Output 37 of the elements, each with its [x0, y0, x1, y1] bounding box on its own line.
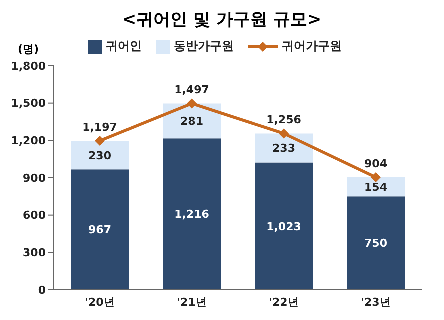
y-tick-label: 900	[23, 172, 46, 185]
data-label: 1,023	[266, 220, 302, 234]
bar	[163, 138, 221, 290]
x-tick-label: '20년	[85, 296, 115, 309]
data-label: 750	[364, 237, 388, 250]
point	[371, 172, 381, 182]
data-label: 904	[364, 158, 388, 170]
bar	[347, 196, 405, 290]
bar	[71, 141, 129, 170]
y-axis-title: (명)	[18, 42, 40, 57]
data-label: 281	[180, 115, 204, 128]
x-tick-label: '22년	[269, 296, 299, 309]
x-tick-label: '23년	[361, 296, 391, 309]
data-label: 154	[364, 180, 388, 194]
y-tick-label: 300	[23, 246, 46, 260]
y-tick-label: 600	[23, 209, 46, 222]
legend-label: 동반가구원	[173, 38, 234, 55]
x-tick-label: '21년	[177, 296, 207, 309]
point	[95, 136, 105, 146]
y-tick-label: 0	[38, 284, 46, 297]
data-label: 1,216	[174, 208, 210, 222]
data-label: 230	[88, 149, 112, 162]
y-tick-label: 1,800	[11, 60, 46, 73]
data-label: 233	[272, 142, 296, 156]
point	[279, 128, 289, 139]
data-label: 1,197	[82, 121, 118, 134]
point	[187, 98, 197, 109]
y-tick-label: 1,500	[11, 97, 46, 110]
legend-label: 귀어가구원	[281, 38, 342, 55]
bar	[255, 162, 313, 290]
data-label: 1,256	[266, 114, 302, 127]
chart-title: <귀어인 및 가구원 규모>	[121, 9, 323, 32]
y-tick-label: 1,200	[11, 134, 46, 148]
data-label: 967	[88, 224, 112, 237]
bar	[71, 170, 129, 290]
data-label: 1,497	[174, 84, 210, 97]
legend-label: 귀어인	[105, 38, 142, 55]
